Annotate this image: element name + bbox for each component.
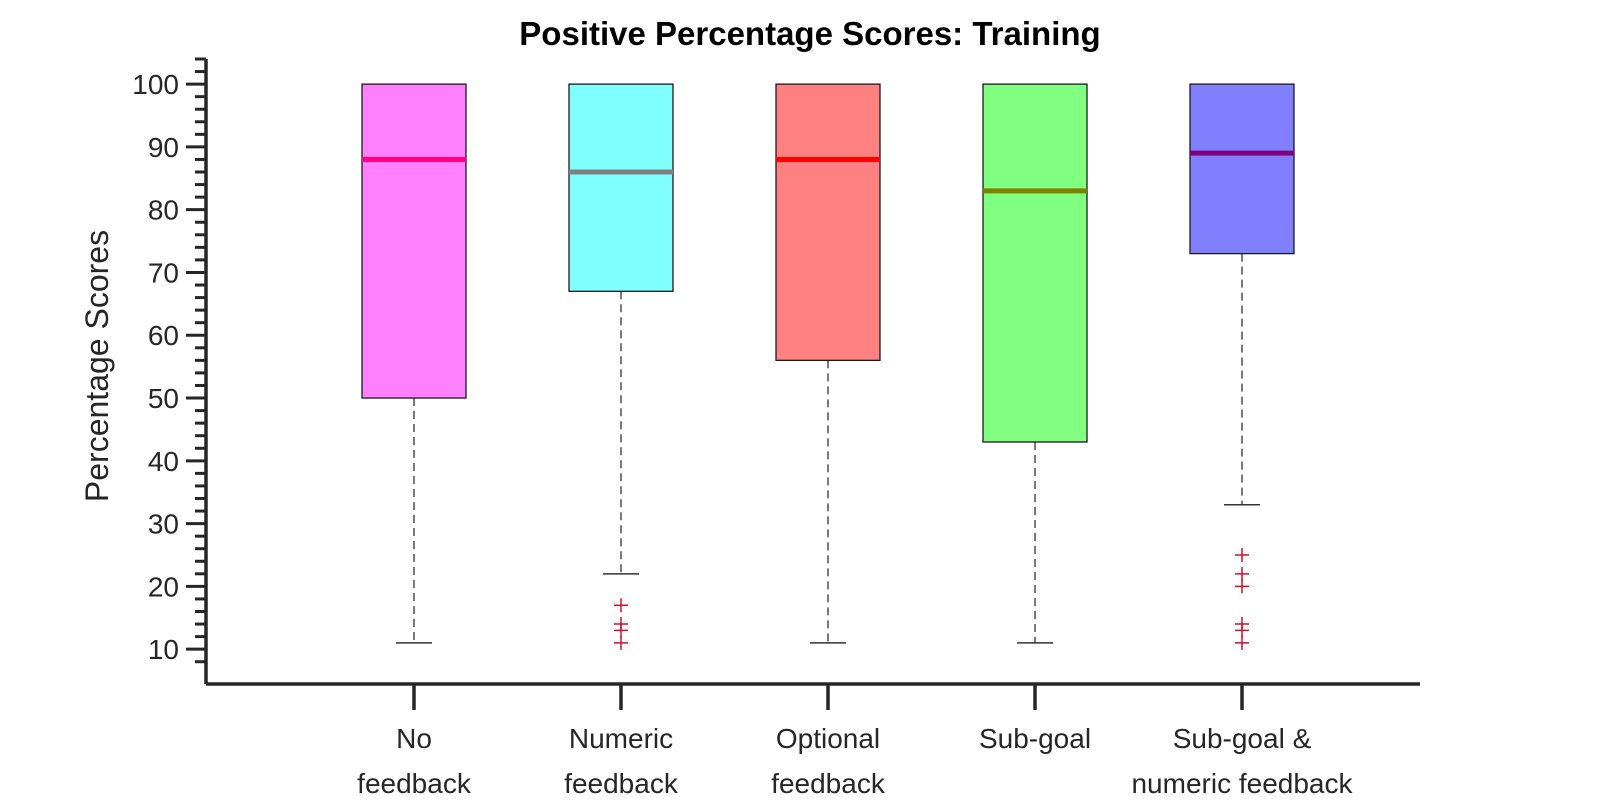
box-group (568, 83, 674, 650)
outlier-marker (1235, 579, 1249, 594)
box (775, 83, 881, 362)
x-tick-label: Numeric (569, 723, 673, 754)
box (361, 83, 467, 399)
y-tick-label: 80 (148, 195, 179, 226)
x-tick-label: No (396, 723, 432, 754)
outlier-marker (614, 623, 628, 638)
box (1189, 83, 1295, 255)
box-group (1189, 83, 1295, 650)
y-tick-label: 30 (148, 509, 179, 540)
axes: 10 20 30 40 50 60 70 80 90 100 No feedback Numeric fe… (132, 57, 1420, 799)
y-tick-label: 90 (148, 132, 179, 163)
y-tick-label: 60 (148, 320, 179, 351)
x-tick-label: feedback (771, 768, 886, 799)
x-tick-label: feedback (357, 768, 472, 799)
y-tick-label: 70 (148, 257, 179, 288)
outlier-marker (1235, 547, 1249, 562)
x-tick-label: Sub-goal & (1173, 723, 1312, 754)
outlier-marker (614, 598, 628, 613)
boxes (361, 83, 1295, 650)
box-group (361, 83, 467, 644)
y-axis-label: Percentage Scores (79, 230, 115, 502)
box (982, 83, 1088, 443)
y-tick-label: 20 (148, 571, 179, 602)
y-tick-label: 50 (148, 383, 179, 414)
box-group (775, 83, 881, 644)
box (568, 83, 674, 292)
x-tick-label: feedback (564, 768, 679, 799)
chart-title: Positive Percentage Scores: Training (519, 15, 1100, 52)
box-group (982, 83, 1088, 644)
y-tick-label: 40 (148, 446, 179, 477)
y-tick-label: 100 (132, 69, 179, 100)
outlier-marker (1235, 635, 1249, 650)
x-tick-label: Optional (776, 723, 880, 754)
outlier-marker (614, 635, 628, 650)
x-tick-label: numeric feedback (1131, 768, 1353, 799)
outlier-marker (1235, 566, 1249, 581)
outlier-marker (1235, 623, 1249, 638)
y-tick-label: 10 (148, 634, 179, 665)
x-tick-label: Sub-goal (979, 723, 1091, 754)
